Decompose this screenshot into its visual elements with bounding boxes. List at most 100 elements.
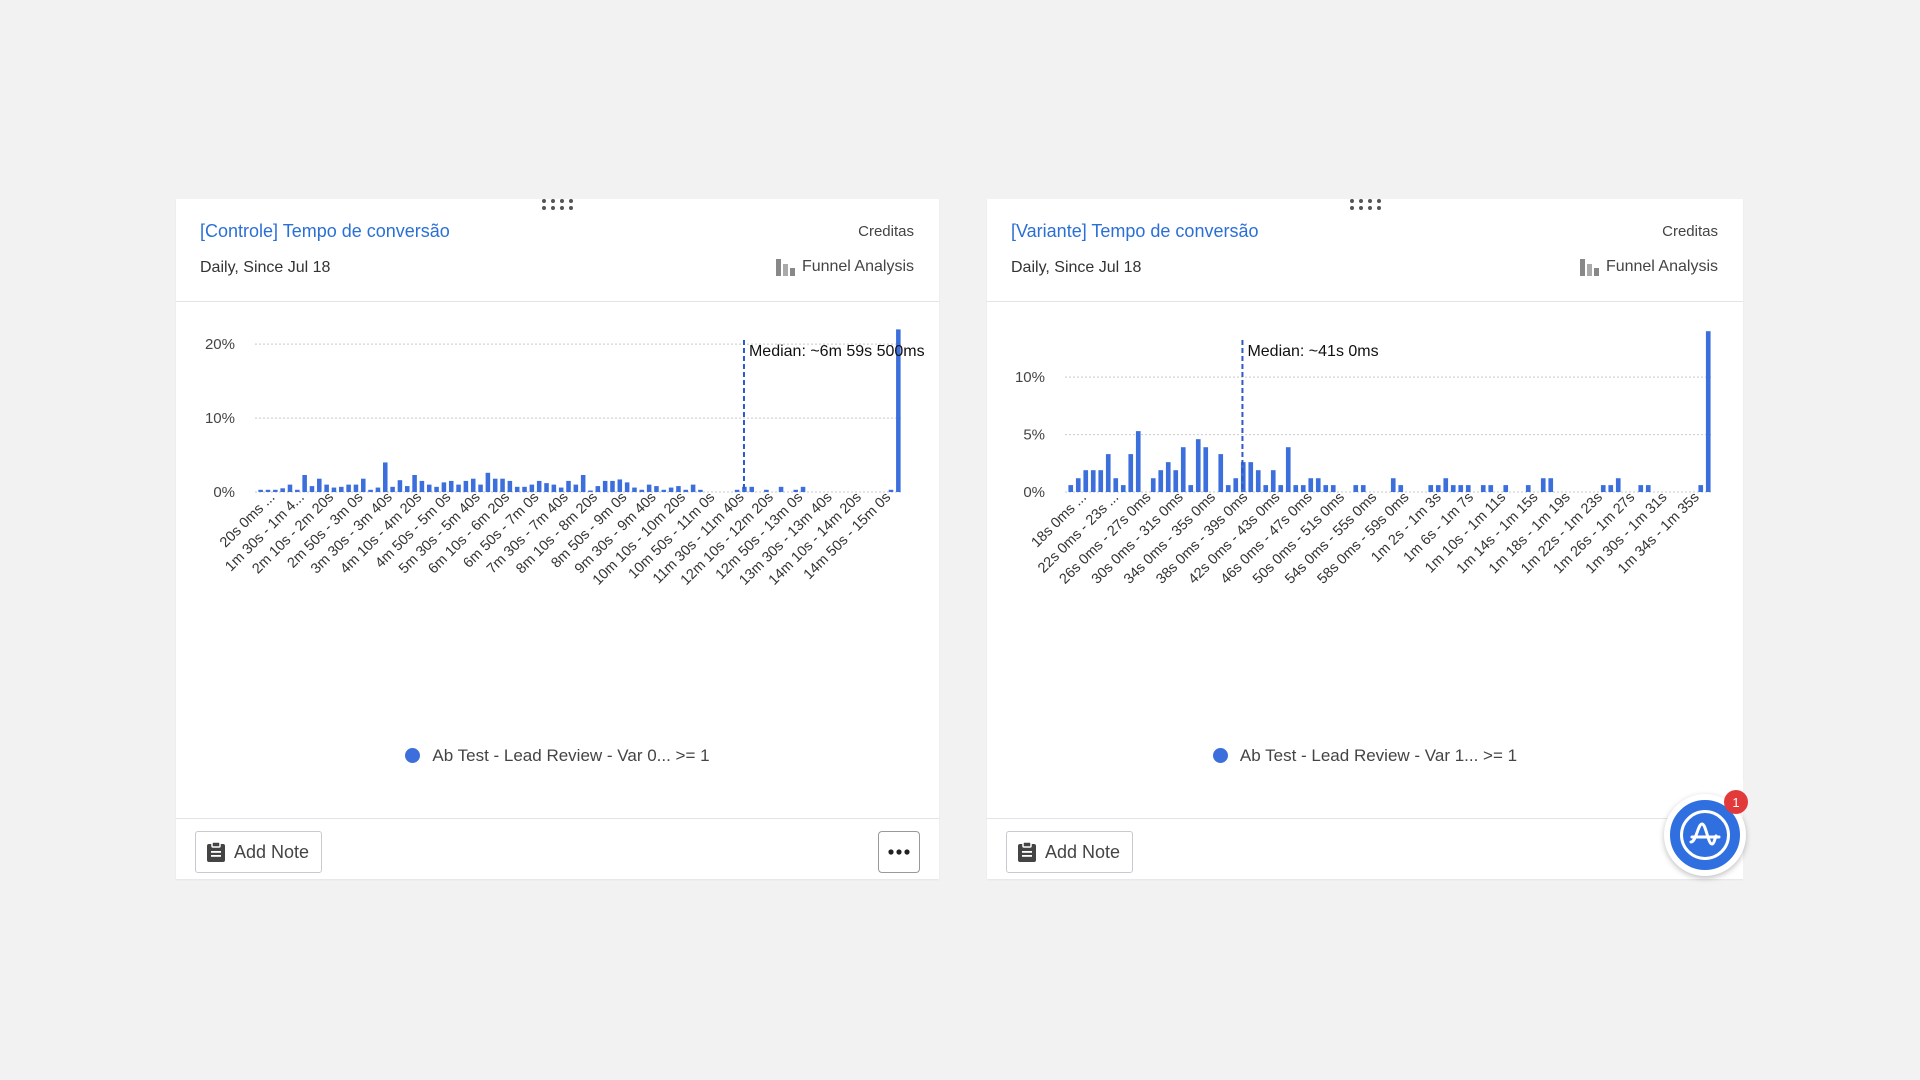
histogram-bar[interactable] (1150, 478, 1156, 492)
histogram-bar[interactable] (646, 484, 652, 492)
histogram-bar[interactable] (1090, 470, 1096, 492)
histogram-bar[interactable] (1503, 485, 1509, 492)
histogram-bar[interactable] (1120, 485, 1126, 492)
histogram-bar[interactable] (529, 484, 535, 492)
histogram-bar[interactable] (302, 475, 307, 492)
histogram-bar[interactable] (764, 489, 769, 492)
histogram-bar[interactable] (1608, 485, 1614, 492)
histogram-bar[interactable] (1195, 439, 1201, 492)
histogram-bar[interactable] (1428, 485, 1434, 492)
chart-title-link[interactable]: [Controle] Tempo de conversão (200, 221, 450, 241)
histogram-bar[interactable] (668, 487, 674, 492)
histogram-bar[interactable] (1225, 485, 1231, 492)
histogram-bar[interactable] (1203, 447, 1209, 492)
histogram-bar[interactable] (778, 486, 784, 492)
histogram-bar[interactable] (749, 486, 755, 492)
histogram-bar[interactable] (507, 480, 513, 492)
histogram-bar[interactable] (265, 489, 271, 492)
histogram-bar[interactable] (544, 483, 549, 492)
histogram-bar[interactable] (419, 480, 425, 492)
histogram-bar[interactable] (1398, 485, 1404, 492)
histogram-bar[interactable] (558, 487, 564, 492)
histogram-bar[interactable] (1075, 478, 1081, 492)
histogram-bar[interactable] (470, 478, 476, 492)
histogram-bar[interactable] (595, 486, 601, 492)
histogram-bar[interactable] (441, 482, 447, 492)
histogram-bar[interactable] (463, 480, 469, 492)
histogram-bar[interactable] (1480, 485, 1486, 492)
histogram-bar[interactable] (1308, 478, 1314, 492)
histogram-bar[interactable] (1158, 470, 1164, 492)
histogram-bar[interactable] (1218, 454, 1224, 492)
histogram-bar[interactable] (1083, 470, 1089, 492)
histogram-bar[interactable] (1638, 485, 1644, 492)
histogram-bar[interactable] (610, 480, 615, 492)
histogram-bar[interactable] (1255, 470, 1261, 492)
histogram-bar[interactable] (1323, 485, 1329, 492)
histogram-bar[interactable] (1128, 454, 1134, 492)
histogram-bar[interactable] (742, 486, 747, 492)
histogram-bar[interactable] (456, 484, 461, 492)
histogram-bar[interactable] (361, 478, 366, 492)
histogram-bar[interactable] (1458, 485, 1464, 492)
histogram-bar[interactable] (896, 329, 901, 492)
histogram-bar[interactable] (793, 489, 798, 492)
histogram-bar[interactable] (426, 484, 432, 492)
histogram-bar[interactable] (632, 487, 637, 492)
histogram-bar[interactable] (1233, 478, 1239, 492)
histogram-bar[interactable] (331, 487, 337, 492)
histogram-bar[interactable] (1315, 478, 1321, 492)
histogram-bar[interactable] (500, 478, 505, 492)
histogram-bar[interactable] (1540, 478, 1546, 492)
histogram-bar[interactable] (1600, 485, 1606, 492)
histogram-bar[interactable] (654, 486, 659, 492)
histogram-bar[interactable] (698, 489, 703, 492)
histogram-bar[interactable] (536, 480, 542, 492)
histogram-bar[interactable] (1435, 485, 1441, 492)
histogram-bar[interactable] (1443, 478, 1449, 492)
histogram-bar[interactable] (734, 489, 740, 492)
histogram-bar[interactable] (1098, 470, 1104, 492)
histogram-bar[interactable] (1248, 462, 1254, 492)
histogram-bar[interactable] (485, 472, 491, 492)
histogram-bar[interactable] (448, 480, 454, 492)
histogram-bar[interactable] (1263, 485, 1269, 492)
histogram-bar[interactable] (1278, 485, 1284, 492)
histogram-bar[interactable] (566, 480, 571, 492)
histogram-bar[interactable] (1300, 485, 1306, 492)
histogram-bar[interactable] (888, 489, 894, 492)
histogram-bar[interactable] (258, 489, 263, 492)
histogram-bar[interactable] (661, 489, 667, 492)
histogram-bar[interactable] (404, 486, 410, 492)
histogram-bar[interactable] (375, 487, 381, 492)
histogram-bar[interactable] (1645, 485, 1651, 492)
histogram-bar[interactable] (324, 484, 329, 492)
add-note-button[interactable]: Add Note (195, 831, 323, 873)
histogram-bar[interactable] (1450, 485, 1456, 492)
histogram-bar[interactable] (1353, 485, 1359, 492)
histogram-bar[interactable] (676, 486, 681, 492)
histogram-bar[interactable] (353, 484, 359, 492)
histogram-bar[interactable] (317, 478, 322, 492)
histogram-bar[interactable] (639, 489, 645, 492)
histogram-bar[interactable] (624, 482, 630, 492)
histogram-bar[interactable] (1390, 478, 1396, 492)
histogram-bar[interactable] (273, 489, 278, 492)
histogram-bar[interactable] (390, 486, 395, 492)
histogram-bar[interactable] (1488, 485, 1494, 492)
histogram-bar[interactable] (1180, 447, 1186, 492)
histogram-bar[interactable] (346, 484, 351, 492)
histogram-bar[interactable] (1113, 478, 1119, 492)
histogram-bar[interactable] (580, 475, 586, 492)
histogram-bar[interactable] (514, 486, 520, 492)
histogram-bar[interactable] (602, 480, 608, 492)
histogram-bar[interactable] (1068, 485, 1074, 492)
histogram-bar[interactable] (551, 484, 557, 492)
histogram-bar[interactable] (339, 486, 344, 492)
histogram-bar[interactable] (588, 490, 593, 492)
histogram-bar[interactable] (617, 479, 623, 492)
histogram-bar[interactable] (295, 489, 300, 492)
histogram-bar[interactable] (1135, 431, 1141, 492)
amplitude-help-button[interactable]: 1 (1664, 790, 1748, 876)
histogram-bar[interactable] (1465, 485, 1471, 492)
